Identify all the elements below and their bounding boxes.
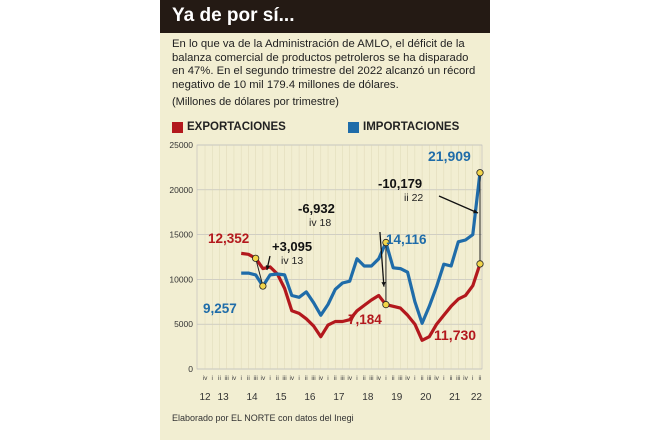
year-tick-label: 15: [275, 392, 287, 403]
annotation-arrow: [438, 195, 479, 214]
quarter-tick-label: i: [298, 375, 299, 382]
quarter-tick-label: ii: [305, 375, 308, 382]
quarter-tick-label: iv: [405, 375, 410, 382]
annotation-sub: iv 18: [309, 217, 331, 229]
data-marker: [476, 260, 484, 268]
arrow-head: [473, 209, 478, 214]
imports-swatch: [348, 121, 359, 133]
quarter-tick-label: iii: [225, 375, 229, 382]
quarter-tick-label: ii: [334, 375, 337, 382]
quarter-tick-label: iii: [340, 375, 344, 382]
description-text: En lo que va de la Administración de AML…: [172, 38, 476, 91]
year-tick-label: 16: [304, 392, 316, 403]
arrow-head: [265, 265, 270, 270]
arrow-head: [381, 281, 386, 287]
annotation-arrow: [379, 231, 385, 287]
quarter-tick-label: i: [443, 375, 444, 382]
quarter-tick-label: iii: [456, 375, 460, 382]
year-tick-label: 12: [199, 392, 211, 403]
data-marker: [382, 238, 390, 247]
quarter-tick-label: i: [472, 375, 473, 382]
quarter-tick-label: iv: [203, 375, 208, 382]
exports-swatch: [172, 121, 183, 133]
quarter-tick-label: ii: [421, 375, 424, 382]
quarter-tick-label: i: [414, 375, 415, 382]
title-bar: Ya de por sí...: [160, 0, 490, 33]
quarter-tick-label: i: [269, 375, 270, 382]
quarter-tick-label: ii: [276, 375, 279, 382]
legend-exports: EXPORTACIONES: [172, 121, 286, 133]
y-tick-label: 15000: [169, 230, 193, 240]
y-tick-label: 10000: [169, 274, 193, 284]
data-marker: [476, 169, 484, 177]
quarter-tick-label: iv: [347, 375, 352, 382]
quarter-tick-label: ii: [450, 375, 453, 382]
quarter-tick-label: iv: [463, 375, 468, 382]
legend-imports-label: IMPORTACIONES: [363, 121, 460, 133]
legend-imports: IMPORTACIONES: [348, 121, 459, 133]
data-label: 11,730: [434, 327, 476, 343]
year-tick-label: 19: [391, 392, 403, 403]
data-label: 7,184: [348, 312, 382, 327]
quarter-tick-label: i: [356, 375, 357, 382]
quarter-tick-label: i: [240, 375, 241, 382]
imports-line: [241, 172, 482, 325]
quarter-tick-label: iii: [398, 375, 402, 382]
quarter-tick-label: ii: [363, 375, 366, 382]
quarter-tick-label: ii: [218, 375, 221, 382]
data-label: 12,352: [208, 231, 249, 246]
quarter-tick-label: i: [212, 375, 213, 382]
year-tick-label: 14: [246, 392, 258, 403]
quarter-tick-label: iv: [232, 375, 237, 382]
quarter-tick-label: iii: [253, 375, 257, 382]
year-tick-label: 18: [362, 392, 374, 403]
year-tick-label: 13: [218, 392, 230, 403]
quarter-tick-label: iv: [318, 375, 323, 382]
quarter-tick-label: iv: [376, 375, 381, 382]
annotation-sub: iv 13: [281, 255, 303, 267]
quarter-tick-label: iv: [434, 375, 439, 382]
y-tick-label: 0: [188, 364, 193, 374]
quarter-tick-label: iv: [289, 375, 294, 382]
annotation-label: -6,932: [298, 201, 335, 216]
y-tick-label: 25000: [169, 140, 193, 150]
year-tick-label: 17: [333, 392, 345, 403]
legend-exports-label: EXPORTACIONES: [187, 121, 286, 133]
gap-connector: [255, 258, 264, 287]
quarter-tick-label: ii: [392, 375, 395, 382]
quarter-tick-label: i: [327, 375, 328, 382]
quarter-tick-label: ii: [247, 375, 250, 382]
data-marker: [259, 282, 267, 290]
source-note: Elaborado por EL NORTE con datos del Ine…: [172, 413, 354, 423]
y-tick-label: 20000: [169, 185, 193, 195]
data-label: 21,909: [428, 148, 471, 164]
data-marker: [252, 254, 260, 262]
year-tick-label: 22: [471, 392, 483, 403]
units-note: (Millones de dólares por trimestre): [172, 96, 339, 108]
y-tick-label: 5000: [174, 319, 193, 329]
quarter-tick-label: i: [385, 375, 386, 382]
quarter-tick-label: ii: [479, 375, 482, 382]
exports-line: [241, 251, 482, 342]
data-marker: [382, 301, 390, 309]
annotation-label: +3,095: [272, 239, 312, 254]
quarter-tick-label: iii: [311, 375, 315, 382]
annotation-sub: ii 22: [404, 192, 423, 204]
quarter-tick-label: iii: [369, 375, 373, 382]
data-label: 14,116: [386, 232, 427, 247]
year-tick-label: 20: [420, 392, 432, 403]
year-tick-label: 21: [449, 392, 461, 403]
data-label: 9,257: [203, 301, 237, 316]
page-title: Ya de por sí...: [172, 5, 295, 26]
quarter-tick-label: iii: [282, 375, 286, 382]
quarter-tick-label: iv: [261, 375, 266, 382]
annotation-label: -10,179: [378, 176, 422, 191]
quarter-tick-label: iii: [427, 375, 431, 382]
